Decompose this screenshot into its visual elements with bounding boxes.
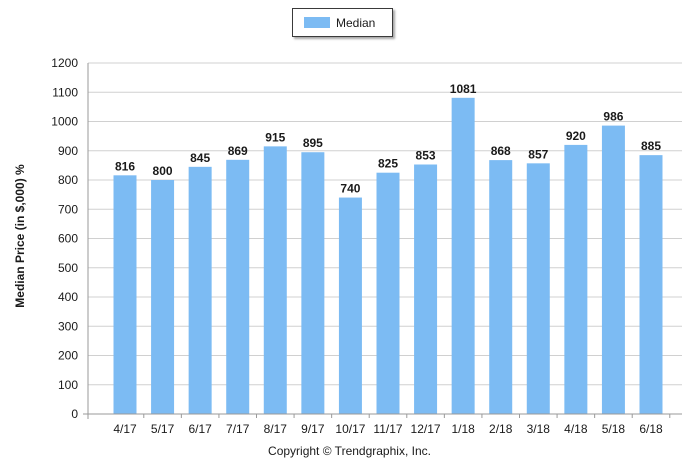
x-tick-label: 7/17 [226, 422, 250, 436]
x-tick-label: 11/17 [373, 422, 402, 436]
bar [301, 152, 325, 414]
copyright-text: Copyright © Trendgraphix, Inc. [268, 444, 431, 458]
y-tick-label: 700 [58, 202, 78, 216]
bar [376, 172, 400, 414]
x-tick-label: 4/17 [113, 422, 137, 436]
x-tick-label: 5/18 [602, 422, 626, 436]
x-tick-label: 12/17 [411, 422, 441, 436]
bar [526, 163, 550, 414]
legend-label: Median [336, 15, 376, 30]
data-label: 885 [641, 139, 661, 153]
bar [338, 197, 362, 414]
y-tick-label: 400 [58, 290, 78, 304]
bar [564, 144, 588, 414]
data-label: 986 [603, 110, 623, 124]
bar [226, 159, 250, 414]
data-label: 915 [265, 130, 285, 144]
x-tick-label: 10/17 [335, 422, 365, 436]
y-tick-label: 0 [71, 407, 78, 421]
data-label: 845 [190, 151, 210, 165]
legend: Median [292, 8, 393, 37]
x-tick-label: 5/17 [151, 422, 175, 436]
data-label: 1081 [450, 82, 477, 96]
x-tick-label: 8/17 [264, 422, 288, 436]
y-tick-label: 100 [58, 378, 78, 392]
bars [113, 97, 663, 415]
bar [151, 180, 175, 414]
data-label: 868 [491, 144, 511, 158]
x-tick-label: 3/18 [527, 422, 551, 436]
y-tick-label: 600 [58, 232, 78, 246]
y-tick-label: 900 [58, 144, 78, 158]
y-tick-label: 300 [58, 319, 78, 333]
bar [451, 97, 475, 415]
y-tick-label: 800 [58, 173, 78, 187]
data-label: 740 [340, 182, 360, 196]
x-tick-label: 9/17 [301, 422, 325, 436]
data-labels: 816 800 845 869 915 895 740 825 853 1081 868 857 920… [115, 82, 661, 196]
x-tick-label: 6/18 [639, 422, 663, 436]
data-label: 800 [153, 164, 173, 178]
legend-swatch [304, 17, 330, 28]
bar [188, 166, 212, 414]
data-label: 857 [528, 147, 548, 161]
y-tick-label: 500 [58, 261, 78, 275]
y-axis-label: Median Price (in $,000) % [13, 164, 27, 308]
bar [639, 155, 663, 414]
y-tick-label: 1100 [52, 85, 78, 99]
bar [263, 146, 287, 415]
bar [414, 164, 438, 414]
x-tick-label: 2/18 [489, 422, 513, 436]
axes: 0 100 200 300 400 500 600 700 800 900 1000 1100 1200… [51, 56, 682, 436]
x-tick-label: 1/18 [451, 422, 475, 436]
bar [601, 125, 625, 414]
data-label: 920 [566, 129, 586, 143]
y-tick-label: 1000 [51, 115, 78, 129]
data-label: 825 [378, 157, 398, 171]
data-label: 869 [228, 144, 248, 158]
data-label: 853 [416, 148, 436, 162]
x-tick-label: 4/18 [564, 422, 588, 436]
data-label: 816 [115, 159, 135, 173]
data-label: 895 [303, 136, 323, 150]
y-tick-label: 200 [58, 349, 78, 363]
y-tick-label: 1200 [51, 56, 78, 70]
bar [489, 160, 513, 414]
x-tick-label: 6/17 [188, 422, 212, 436]
bar [113, 175, 137, 414]
